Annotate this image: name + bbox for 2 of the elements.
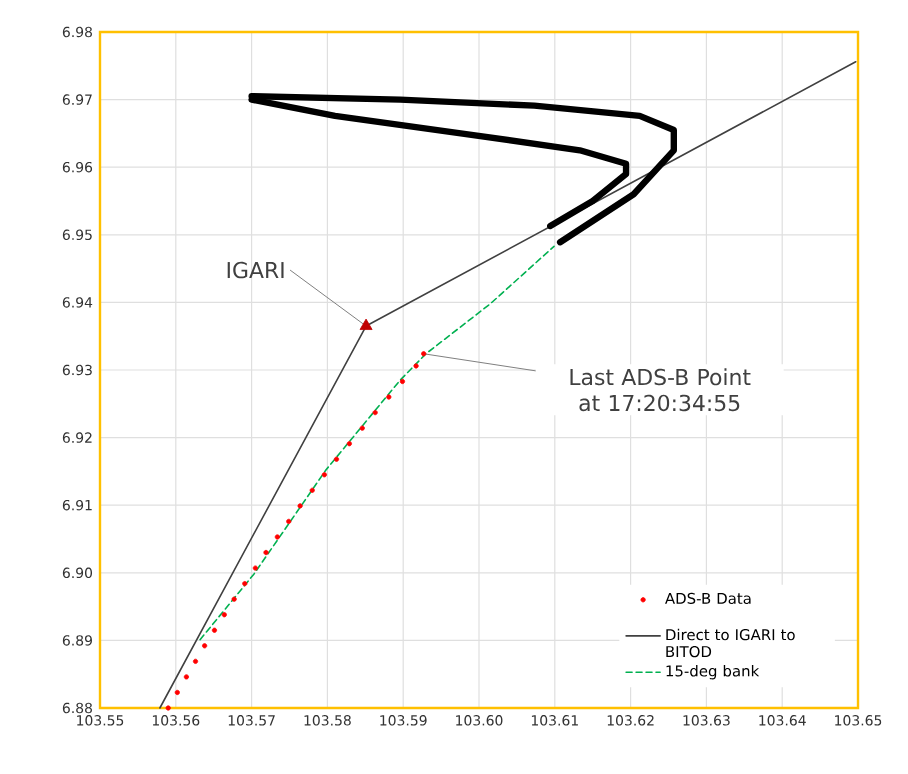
annotation: Last ADS-B Point at 17:20:34:55 [570, 368, 751, 412]
annotation: IGARI [227, 261, 284, 279]
